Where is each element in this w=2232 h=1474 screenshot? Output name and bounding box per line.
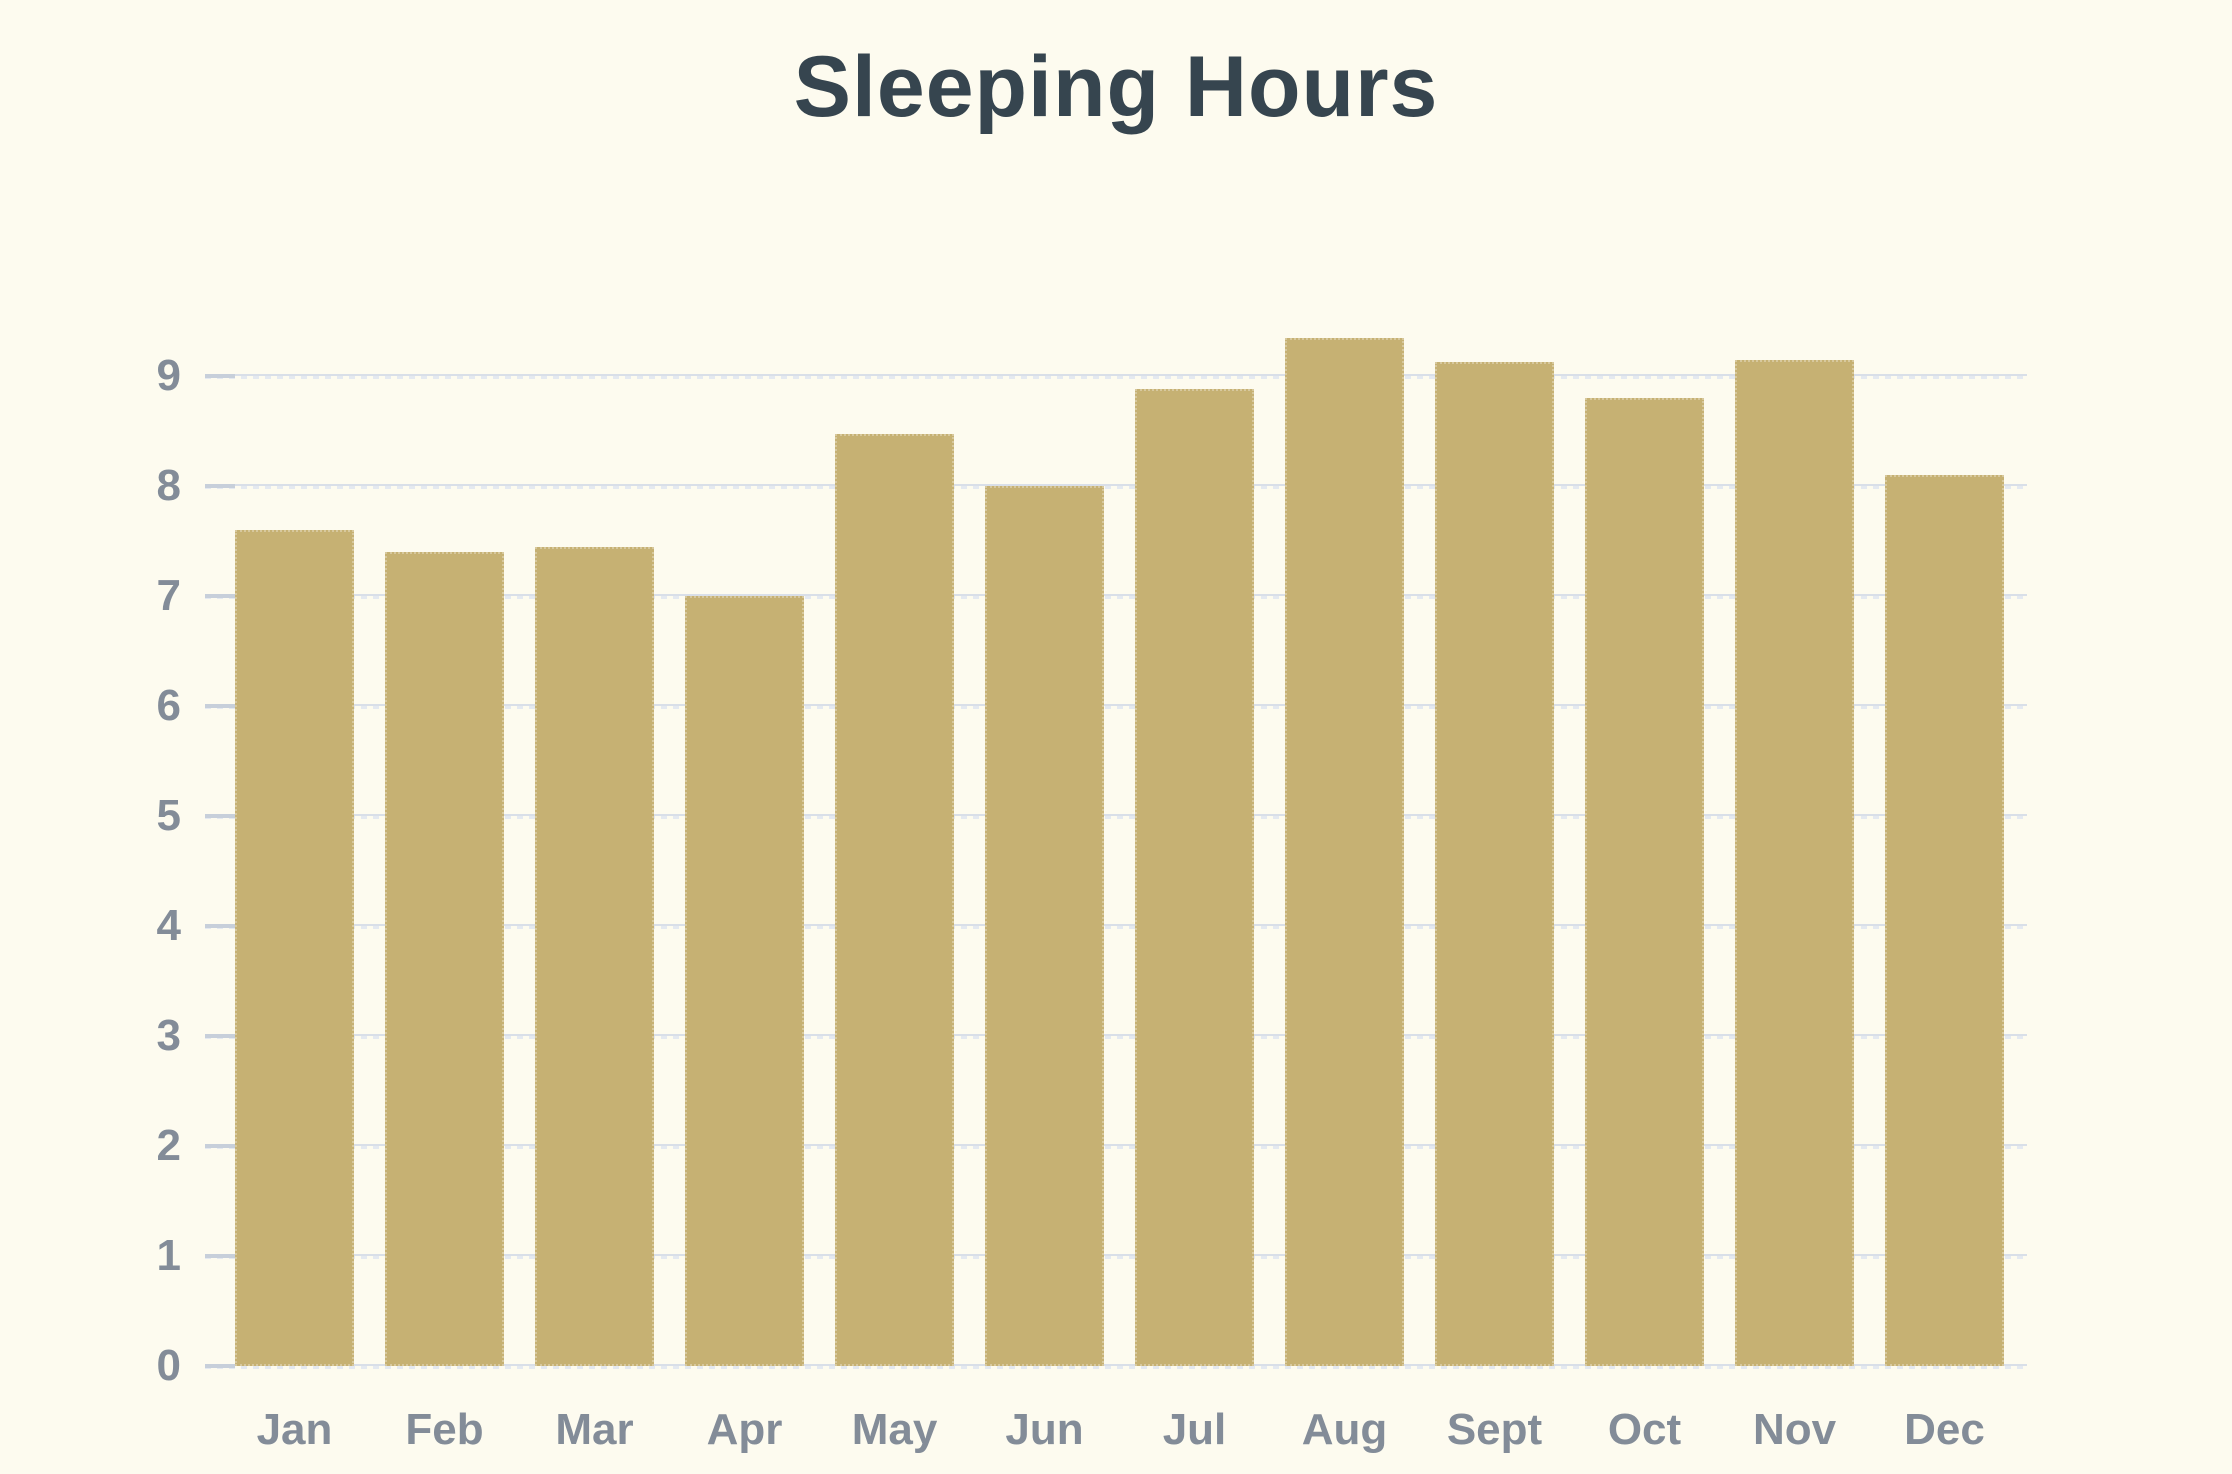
bar-nov: [1735, 359, 1854, 1366]
axis-tick-4: [205, 924, 235, 928]
y-tick-label-0: 0: [156, 1341, 181, 1390]
gridline-2: [205, 1143, 2027, 1149]
x-tick-label-jan: Jan: [256, 1405, 333, 1454]
y-tick-label-1: 1: [156, 1231, 181, 1280]
gridline-6: [205, 703, 2027, 709]
axis-tick-6: [205, 704, 235, 708]
x-tick-label-jun: Jun: [1005, 1405, 1084, 1454]
x-tick-label-may: May: [851, 1405, 938, 1454]
axis-tick-3: [205, 1034, 235, 1038]
gridline-0: [205, 1363, 2027, 1369]
x-tick-label-aug: Aug: [1301, 1405, 1388, 1454]
chart-title: Sleeping Hours: [793, 39, 1439, 135]
y-tick-label-8: 8: [156, 461, 181, 510]
x-tick-label-nov: Nov: [1752, 1405, 1837, 1454]
y-tick-label-9: 9: [156, 351, 181, 400]
axis-tick-2: [205, 1144, 235, 1148]
bar-jul: [1135, 389, 1254, 1366]
gridline-8: [205, 483, 2027, 489]
x-tick-label-apr: Apr: [706, 1405, 783, 1454]
y-tick-label-7: 7: [156, 571, 181, 620]
axis-tick-5: [205, 814, 235, 818]
bar-aug: [1285, 337, 1404, 1366]
gridline-7: [205, 593, 2027, 599]
x-tick-label-dec: Dec: [1904, 1405, 1985, 1454]
axis-tick-9: [205, 374, 235, 378]
bar-feb: [385, 552, 504, 1366]
axis-tick-1: [205, 1254, 235, 1258]
axis-tick-8: [205, 484, 235, 488]
gridline-1: [205, 1253, 2027, 1259]
bar-jun: [985, 486, 1104, 1366]
x-tick-label-feb: Feb: [405, 1405, 484, 1454]
x-tick-label-sept: Sept: [1446, 1405, 1543, 1454]
y-tick-label-4: 4: [156, 901, 181, 950]
x-tick-label-oct: Oct: [1607, 1405, 1682, 1454]
y-tick-label-2: 2: [156, 1121, 181, 1170]
axis-tick-7: [205, 594, 235, 598]
axis-tick-0: [205, 1364, 235, 1368]
gridline-5: [205, 813, 2027, 819]
gridline-4: [205, 923, 2027, 929]
bar-mar: [535, 546, 654, 1366]
bar-oct: [1585, 398, 1704, 1366]
gridline-9: [205, 373, 2027, 379]
bar-apr: [685, 596, 804, 1366]
x-tick-label-jul: Jul: [1162, 1405, 1227, 1454]
x-tick-label-mar: Mar: [555, 1405, 634, 1454]
bar-may: [835, 434, 954, 1366]
bar-jan: [235, 530, 354, 1366]
gridline-3: [205, 1033, 2027, 1039]
plot-area: 0 1 2 3 4 5 6 7 8 9 Jan Feb Mar Apr May Jun Jul Aug Sept Oc…: [157, 266, 2027, 1452]
y-tick-label-3: 3: [156, 1011, 181, 1060]
y-tick-label-5: 5: [156, 791, 181, 840]
y-tick-label-6: 6: [156, 681, 181, 730]
bar-dec: [1885, 475, 2004, 1366]
bar-sept: [1435, 361, 1554, 1366]
